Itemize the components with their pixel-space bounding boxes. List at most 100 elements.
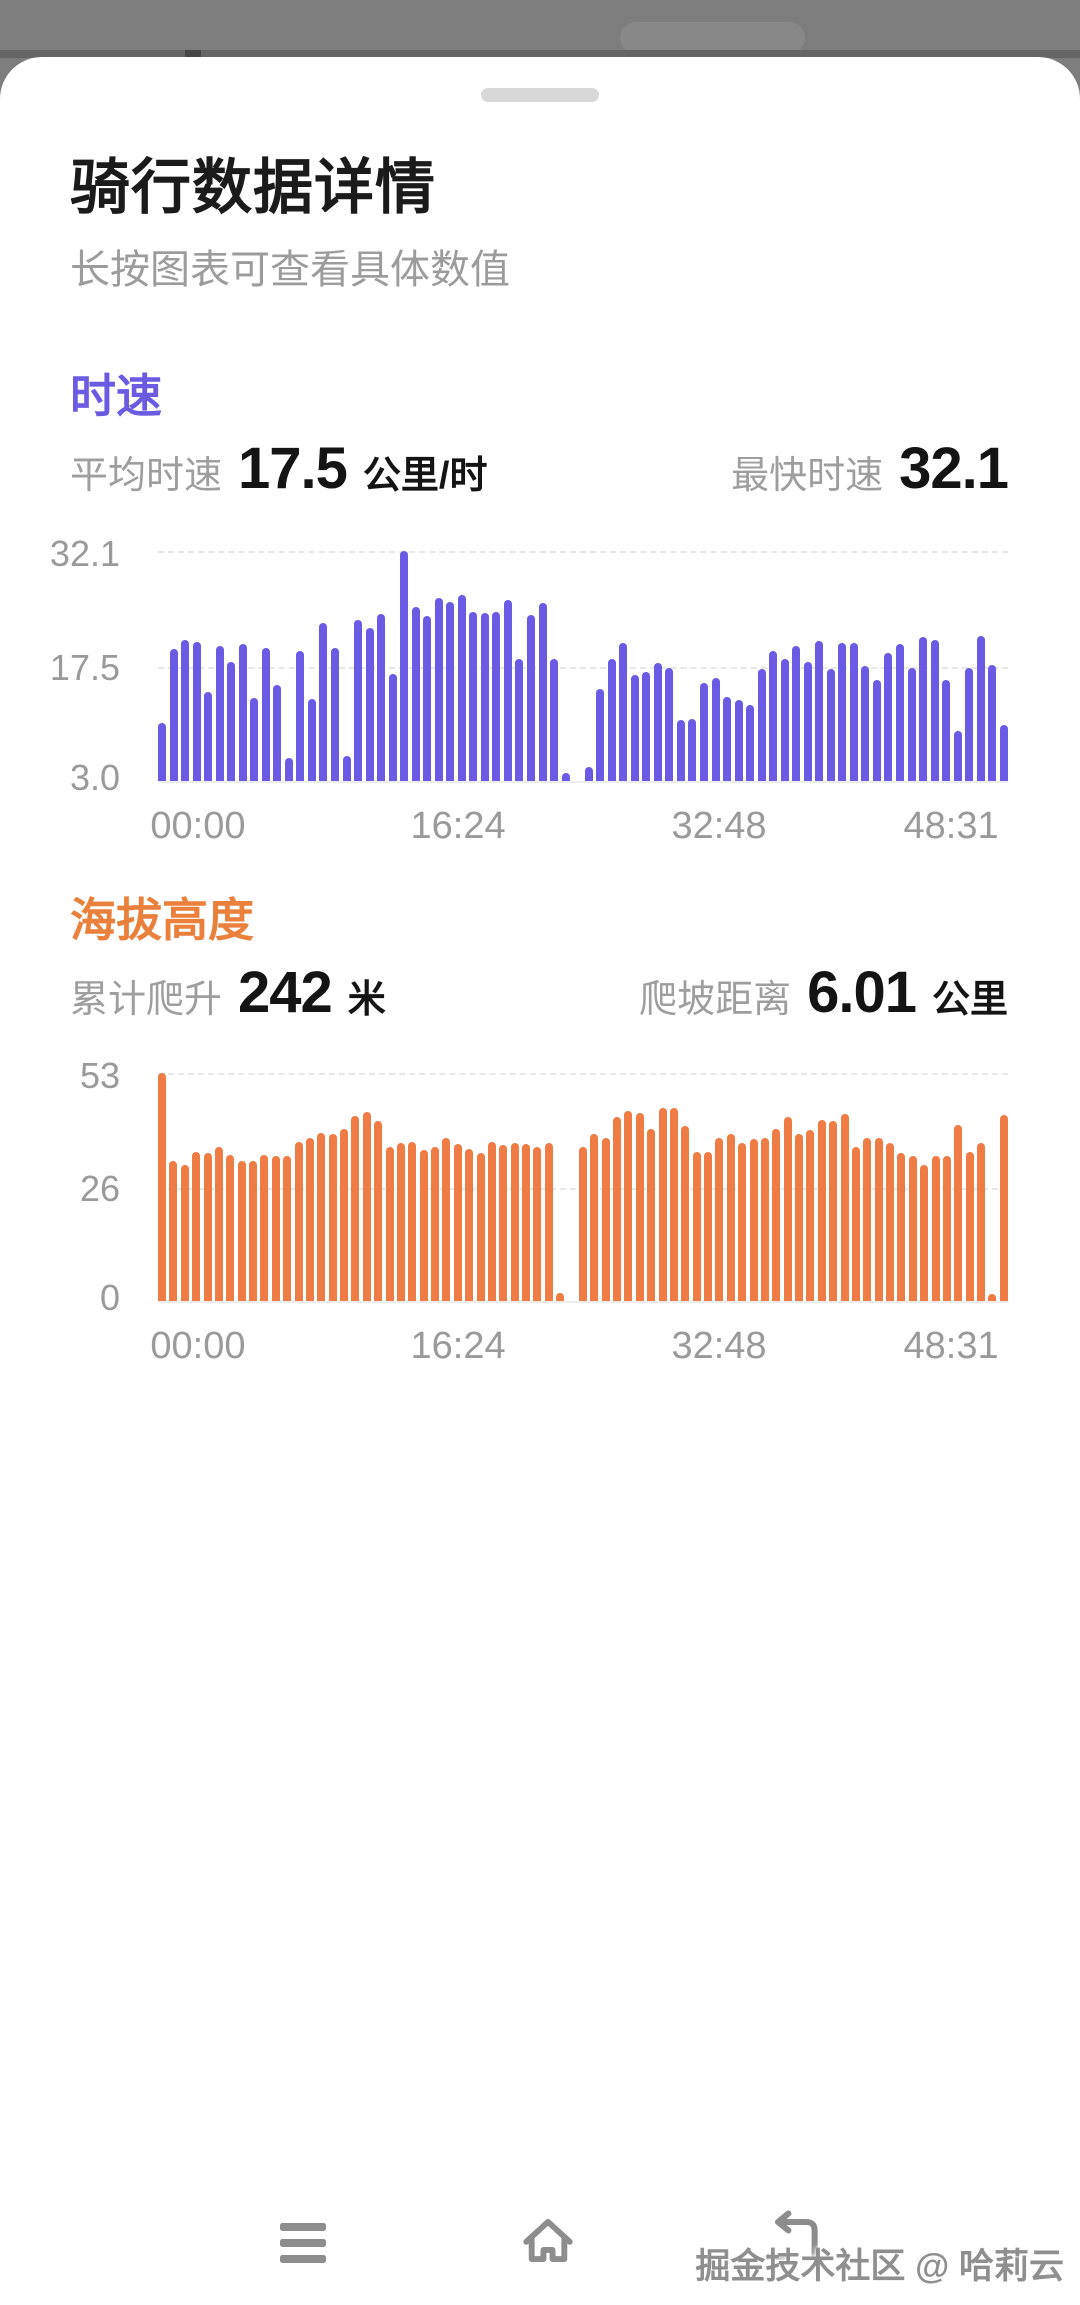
chart-bar	[169, 649, 178, 781]
chart-bar	[619, 642, 628, 781]
chart-bar	[715, 1138, 724, 1301]
chart-bar	[260, 1155, 269, 1301]
chart-bar	[319, 622, 328, 781]
chart-bar	[400, 551, 409, 781]
chart-bar	[561, 773, 570, 781]
chart-bar	[533, 1147, 542, 1301]
chart-bar	[861, 666, 870, 781]
chart-bar	[590, 1133, 599, 1301]
chart-bar	[273, 685, 282, 781]
altitude-ytick-max: 53	[79, 1055, 120, 1096]
total-climb-unit: 米	[347, 979, 386, 1021]
chart-bar	[250, 698, 259, 781]
chart-bar	[192, 1151, 201, 1301]
back-button[interactable]	[764, 2210, 824, 2267]
altitude-section-header: 海拔高度	[70, 894, 254, 946]
chart-bar	[647, 1129, 656, 1301]
chart-bar	[374, 1121, 383, 1301]
altitude-plot-area	[158, 1073, 1008, 1303]
chart-bar	[596, 688, 605, 781]
page-subtitle: 长按图表可查看具体数值	[70, 248, 510, 292]
chart-bar	[584, 766, 593, 781]
max-speed-label: 最快时速	[731, 455, 884, 497]
speed-plot-area	[158, 551, 1008, 783]
chart-bar	[158, 1073, 166, 1301]
chart-bar	[783, 1116, 792, 1301]
chart-bar	[377, 614, 386, 781]
speed-ytick-max: 32.1	[49, 533, 120, 574]
chart-bar	[942, 679, 951, 781]
chart-bar	[977, 1143, 985, 1301]
speed-chart[interactable]: 32.1 17.5 3.0 00:00 16:24 32:48 48:31	[50, 533, 1008, 847]
chart-bar	[527, 615, 535, 781]
chart-bar	[642, 671, 651, 781]
chart-bar	[351, 1116, 360, 1301]
max-speed-value: 32.1	[899, 436, 1009, 501]
chart-bar	[419, 1150, 428, 1301]
avg-speed-unit: 公里/时	[362, 455, 488, 497]
drag-handle[interactable]	[481, 88, 599, 102]
chart-bar	[181, 640, 190, 781]
recents-menu-button[interactable]	[279, 2221, 327, 2268]
chart-bar	[669, 1108, 678, 1301]
background-edge-notch	[185, 50, 201, 57]
chart-bar	[849, 642, 858, 781]
speed-bars	[158, 551, 1008, 781]
speed-ytick-mid: 17.5	[49, 647, 120, 688]
chart-bar	[480, 612, 489, 781]
chart-bar	[704, 1151, 712, 1301]
climb-distance-unit: 公里	[931, 979, 1008, 1021]
speed-section-header: 时速	[70, 370, 162, 422]
chart-bar	[817, 1120, 826, 1301]
chart-bar	[305, 1137, 314, 1301]
gridline	[158, 1073, 1008, 1075]
chart-bar	[976, 636, 985, 781]
chart-bar	[237, 1160, 246, 1301]
chart-bar	[423, 615, 432, 781]
altitude-ytick-min: 0	[99, 1277, 120, 1318]
chart-bar	[931, 1156, 940, 1301]
chart-bar	[296, 651, 305, 781]
chart-bar	[431, 1146, 439, 1301]
chart-bar	[362, 1112, 371, 1301]
chart-bar	[294, 1141, 303, 1301]
chart-bar	[492, 611, 501, 781]
speed-xtick: 32:48	[671, 805, 767, 847]
speed-y-axis: 32.1 17.5 3.0	[50, 533, 120, 798]
chart-bar	[884, 652, 893, 781]
chart-bar	[317, 1133, 326, 1301]
chart-bar	[544, 1143, 553, 1301]
chart-bar	[214, 1147, 223, 1301]
chart-bar	[624, 1110, 633, 1301]
chart-bar	[613, 1116, 621, 1301]
avg-speed-label: 平均时速	[70, 455, 223, 497]
chart-bar	[388, 673, 397, 781]
chart-bar	[204, 691, 213, 781]
chart-bar	[227, 662, 236, 781]
chart-bar	[215, 645, 224, 781]
total-climb-value: 242	[238, 960, 333, 1025]
chart-bar	[442, 1137, 451, 1301]
chart-bar	[829, 1121, 838, 1301]
chart-bar	[780, 658, 789, 781]
chart-bar	[954, 1125, 963, 1301]
home-button[interactable]	[519, 2212, 577, 2271]
chart-bar	[169, 1160, 178, 1301]
chart-bar	[601, 1138, 610, 1301]
gridline	[158, 551, 1008, 553]
chart-bar	[522, 1143, 530, 1301]
altitude-chart[interactable]: 53 26 0 00:00 16:24 32:48 48:31	[60, 1055, 1008, 1367]
chart-bar	[550, 659, 559, 781]
altitude-y-axis: 53 26 0	[60, 1055, 120, 1318]
altitude-stats-row: 累计爬升 242 米 爬坡距离 6.01 公里	[70, 959, 1008, 1026]
chart-bar	[896, 644, 904, 781]
chart-bar	[203, 1152, 212, 1301]
speed-stats-row: 平均时速 17.5 公里/时 最快时速 32.1	[70, 435, 1009, 502]
chart-bar	[538, 603, 547, 781]
chart-bar	[342, 755, 351, 781]
chart-bar	[920, 1165, 929, 1301]
chart-bar	[795, 1134, 803, 1301]
speed-xtick: 48:31	[903, 805, 999, 847]
chart-bar	[872, 679, 881, 781]
max-speed-stat: 最快时速 32.1	[731, 435, 1009, 502]
